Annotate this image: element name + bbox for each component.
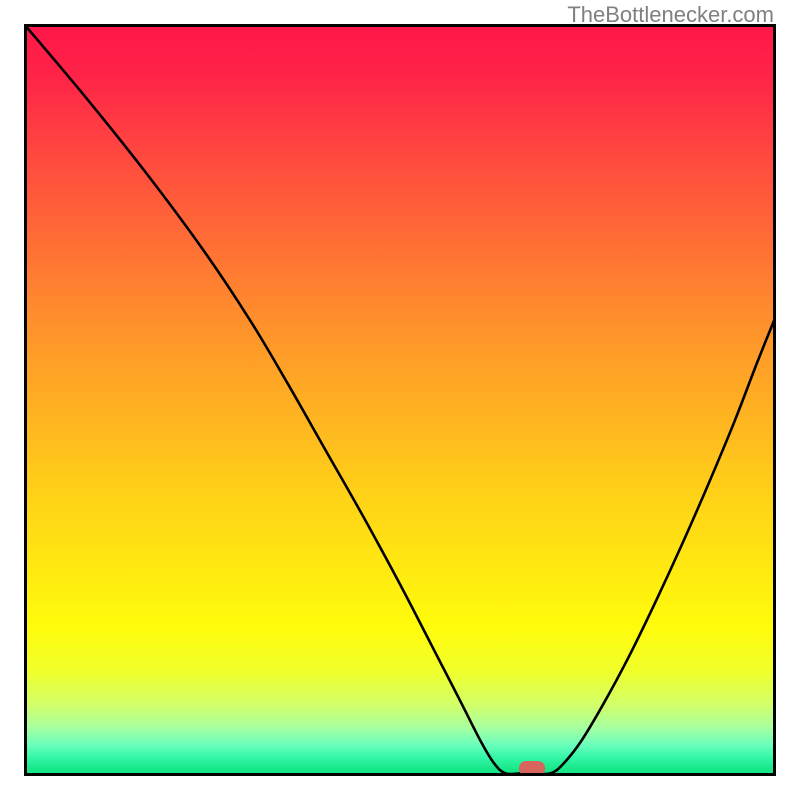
watermark-text: TheBottlenecker.com bbox=[567, 2, 774, 28]
chart-root: { "canvas": { "width": 800, "height": 80… bbox=[0, 0, 800, 800]
plot-border bbox=[24, 24, 776, 776]
